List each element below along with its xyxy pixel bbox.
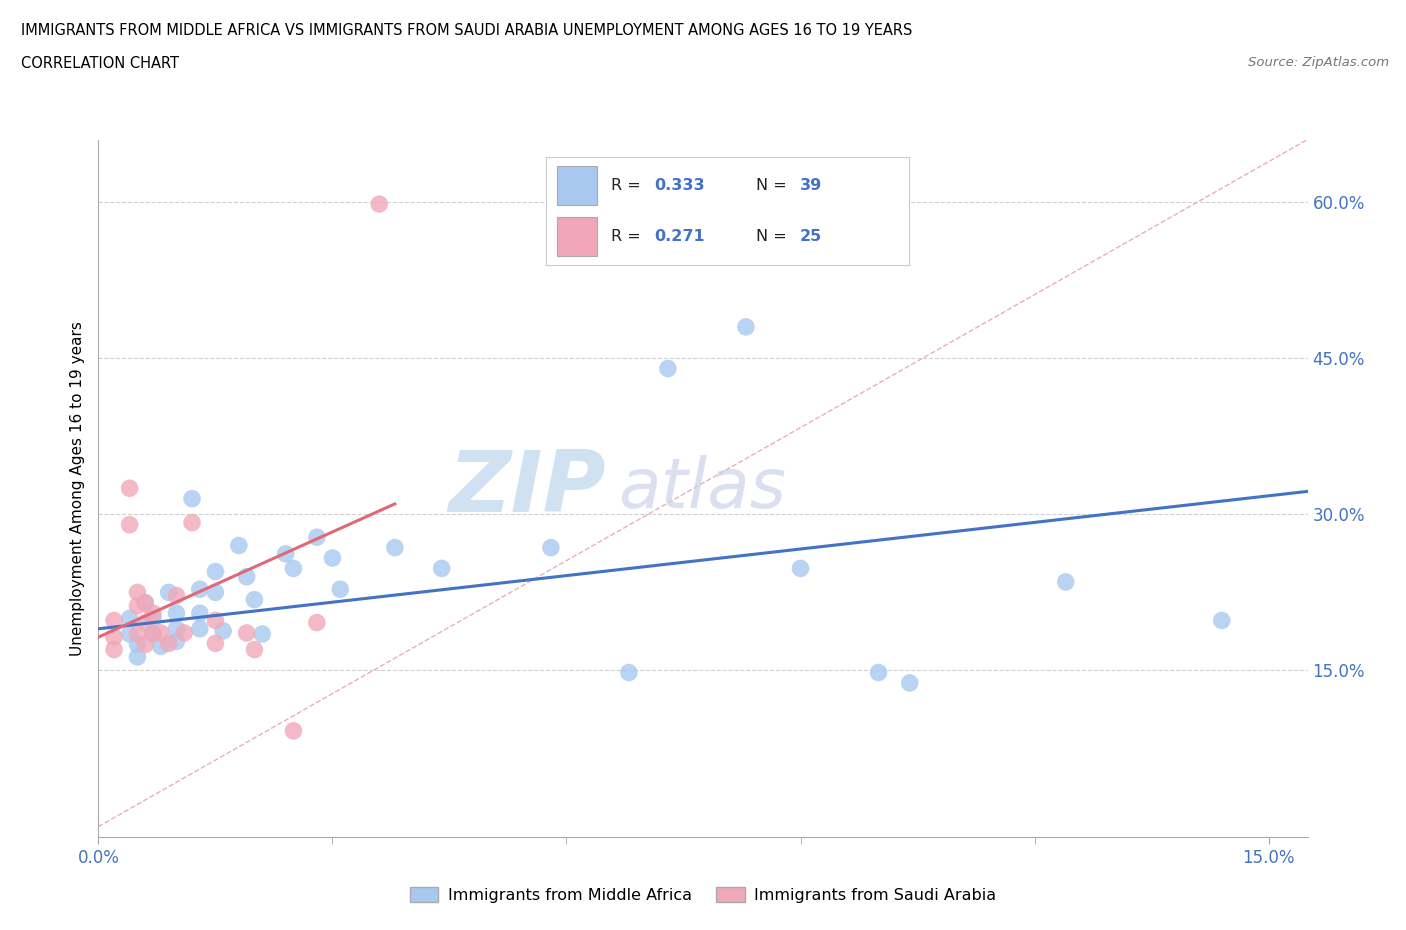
Point: [212, 623, 235, 638]
Point: [283, 561, 305, 576]
Point: [384, 540, 406, 555]
Point: [127, 627, 149, 642]
Point: [305, 530, 328, 545]
Point: [165, 605, 187, 620]
Text: ZIP: ZIP: [449, 446, 606, 530]
Point: [118, 627, 141, 642]
Text: Source: ZipAtlas.com: Source: ZipAtlas.com: [1249, 56, 1389, 69]
Point: [188, 582, 211, 597]
Point: [283, 724, 305, 738]
Point: [173, 626, 195, 641]
Text: CORRELATION CHART: CORRELATION CHART: [21, 56, 179, 71]
Point: [157, 585, 180, 600]
Point: [540, 540, 562, 555]
Point: [103, 643, 125, 658]
Point: [243, 643, 266, 658]
Point: [430, 561, 453, 576]
Point: [235, 569, 257, 584]
Point: [181, 515, 204, 530]
Point: [368, 196, 391, 211]
Point: [118, 517, 141, 532]
Point: [188, 621, 211, 636]
Point: [274, 547, 297, 562]
Point: [657, 361, 679, 376]
Point: [142, 626, 165, 641]
Point: [118, 611, 141, 626]
Point: [157, 636, 180, 651]
Point: [321, 551, 343, 565]
Text: IMMIGRANTS FROM MIDDLE AFRICA VS IMMIGRANTS FROM SAUDI ARABIA UNEMPLOYMENT AMONG: IMMIGRANTS FROM MIDDLE AFRICA VS IMMIGRA…: [21, 23, 912, 38]
Point: [228, 538, 250, 553]
Point: [103, 630, 125, 644]
Point: [142, 605, 165, 620]
Point: [204, 565, 226, 579]
Point: [617, 665, 640, 680]
Point: [134, 637, 156, 652]
Point: [305, 615, 328, 630]
Point: [134, 595, 156, 610]
Point: [329, 582, 352, 597]
Point: [127, 649, 149, 664]
Point: [181, 491, 204, 506]
Point: [127, 637, 149, 652]
Point: [134, 615, 156, 630]
Point: [1054, 575, 1077, 590]
Point: [868, 665, 890, 680]
Point: [103, 613, 125, 628]
Legend: Immigrants from Middle Africa, Immigrants from Saudi Arabia: Immigrants from Middle Africa, Immigrant…: [404, 881, 1002, 910]
Y-axis label: Unemployment Among Ages 16 to 19 years: Unemployment Among Ages 16 to 19 years: [69, 321, 84, 656]
Point: [142, 627, 165, 642]
Point: [1211, 613, 1233, 628]
Point: [735, 319, 758, 334]
Point: [204, 585, 226, 600]
Point: [127, 598, 149, 613]
Point: [204, 613, 226, 628]
Point: [118, 481, 141, 496]
Point: [204, 636, 226, 651]
Point: [165, 634, 187, 649]
Point: [188, 605, 211, 620]
Point: [252, 627, 274, 642]
Point: [149, 626, 172, 641]
Point: [165, 588, 187, 603]
Point: [149, 639, 172, 654]
Point: [235, 626, 257, 641]
Text: atlas: atlas: [619, 455, 786, 522]
Point: [127, 585, 149, 600]
Point: [134, 595, 156, 610]
Point: [165, 621, 187, 636]
Point: [789, 561, 811, 576]
Point: [142, 611, 165, 626]
Point: [243, 592, 266, 607]
Point: [898, 675, 921, 690]
